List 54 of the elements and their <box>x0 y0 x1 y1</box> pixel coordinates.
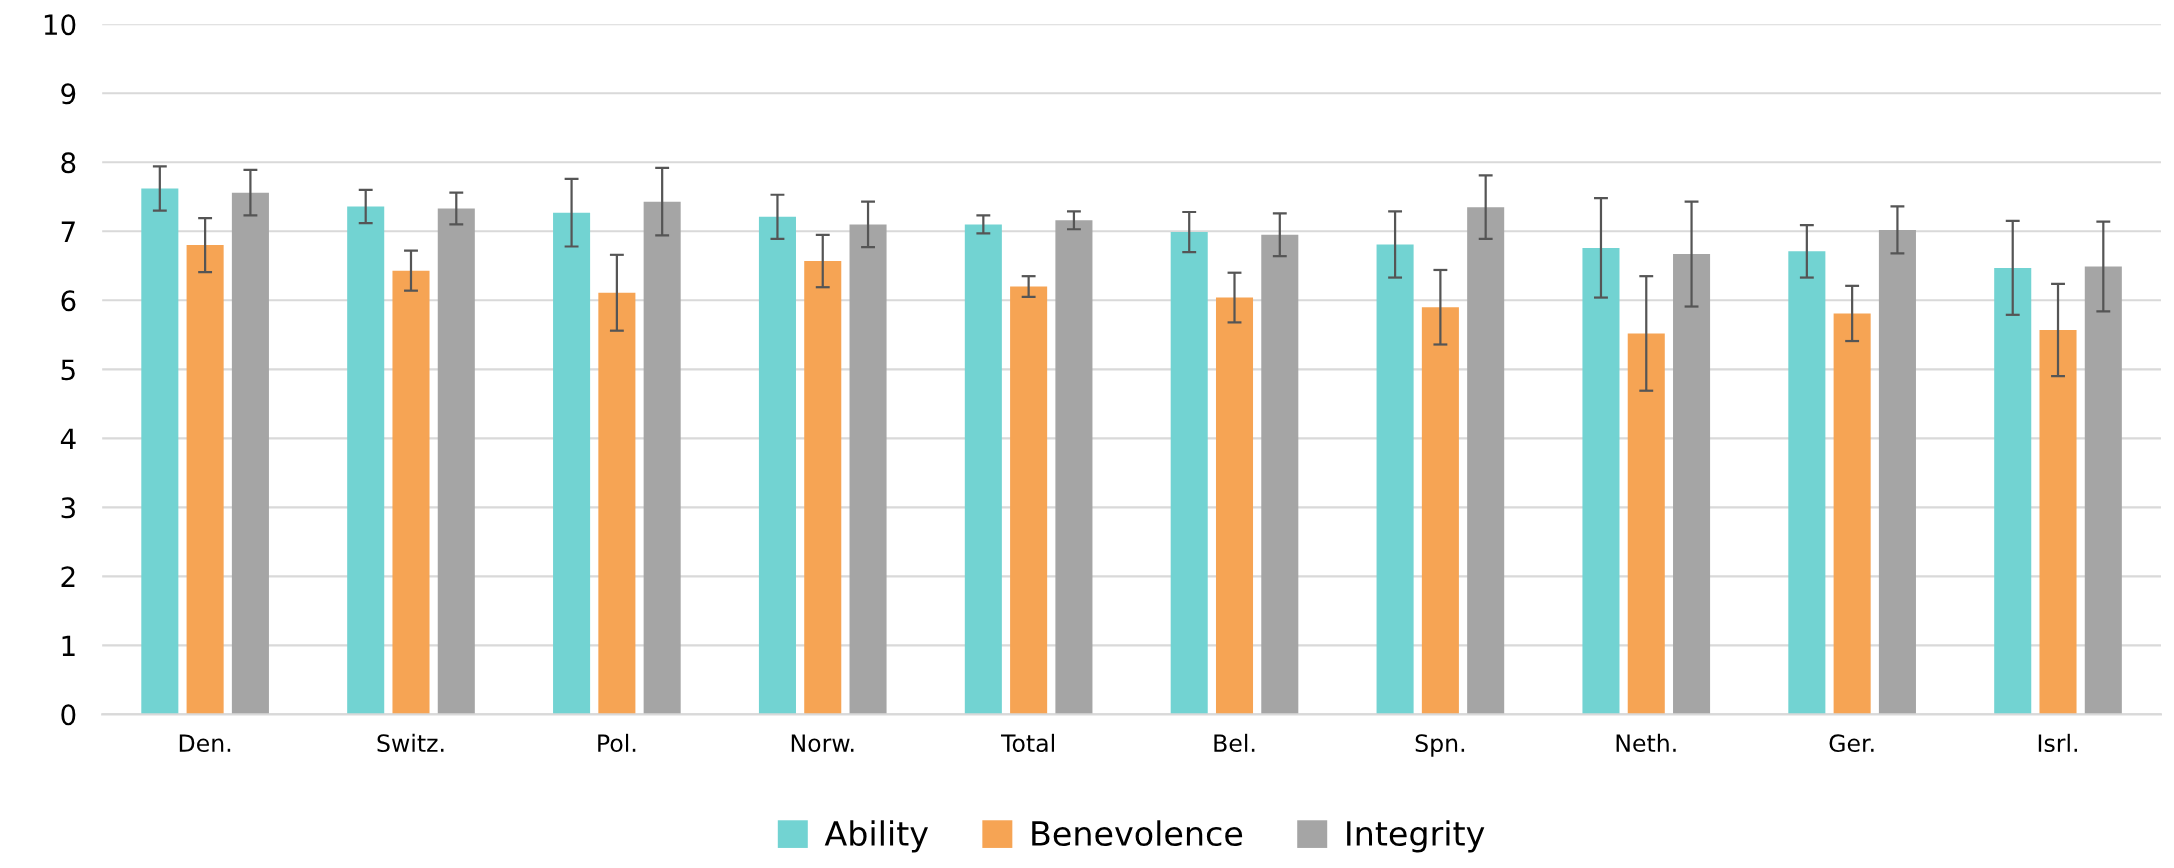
bar <box>598 292 636 715</box>
bar <box>2084 266 2122 715</box>
y-tick-label: 6 <box>61 290 76 312</box>
y-tick-label: 3 <box>61 497 75 519</box>
x-tick-label: Pol. <box>598 733 636 753</box>
bar <box>1467 207 1505 715</box>
bar <box>849 224 887 715</box>
bar <box>553 212 591 715</box>
x-tick-label: Norw. <box>791 734 854 753</box>
bar <box>1376 244 1414 715</box>
y-tick-label: 7 <box>61 221 75 242</box>
x-tick-label: Total <box>1000 733 1054 753</box>
x-tick-label: Switz. <box>377 733 444 753</box>
bar <box>141 188 179 715</box>
bar <box>1170 232 1208 715</box>
bar <box>1627 333 1665 715</box>
bar <box>1261 234 1299 715</box>
y-tick-label: 10 <box>44 14 76 36</box>
legend-label: Benevolence <box>1032 820 1243 847</box>
x-tick-label: Neth. <box>1616 733 1676 753</box>
bar <box>758 216 796 715</box>
bar <box>643 201 681 715</box>
bar <box>231 192 269 715</box>
legend-label: Ability <box>824 820 929 853</box>
bar <box>1833 313 1871 715</box>
bar <box>2039 330 2077 715</box>
bar <box>1673 254 1711 715</box>
y-tick-label: 5 <box>61 359 75 381</box>
bar <box>1582 247 1620 715</box>
bar <box>964 224 1002 715</box>
bar <box>347 206 385 715</box>
bar <box>804 260 842 715</box>
bar <box>1878 229 1916 715</box>
y-tick-label: 2 <box>61 566 75 587</box>
bar <box>1788 251 1826 715</box>
bar <box>186 245 224 715</box>
x-tick-label: Isrl. <box>2038 733 2077 753</box>
bar <box>392 270 430 715</box>
x-tick-label: Den. <box>179 734 231 753</box>
bar <box>1055 220 1093 715</box>
x-tick-label: Ger. <box>1829 734 1874 753</box>
y-tick-label: 1 <box>62 635 75 656</box>
legend-label: Integrity <box>1347 820 1485 853</box>
y-tick-label: 0 <box>61 704 76 726</box>
bar <box>1010 286 1048 715</box>
y-tick-label: 9 <box>61 83 76 105</box>
bar <box>1994 267 2032 715</box>
bar <box>1421 307 1459 715</box>
x-tick-label: Bel. <box>1214 733 1255 753</box>
y-tick-label: 4 <box>60 428 76 449</box>
y-tick-label: 8 <box>61 152 76 174</box>
bar <box>437 208 475 715</box>
x-tick-label: Spn. <box>1415 734 1465 757</box>
bar <box>1215 297 1254 715</box>
